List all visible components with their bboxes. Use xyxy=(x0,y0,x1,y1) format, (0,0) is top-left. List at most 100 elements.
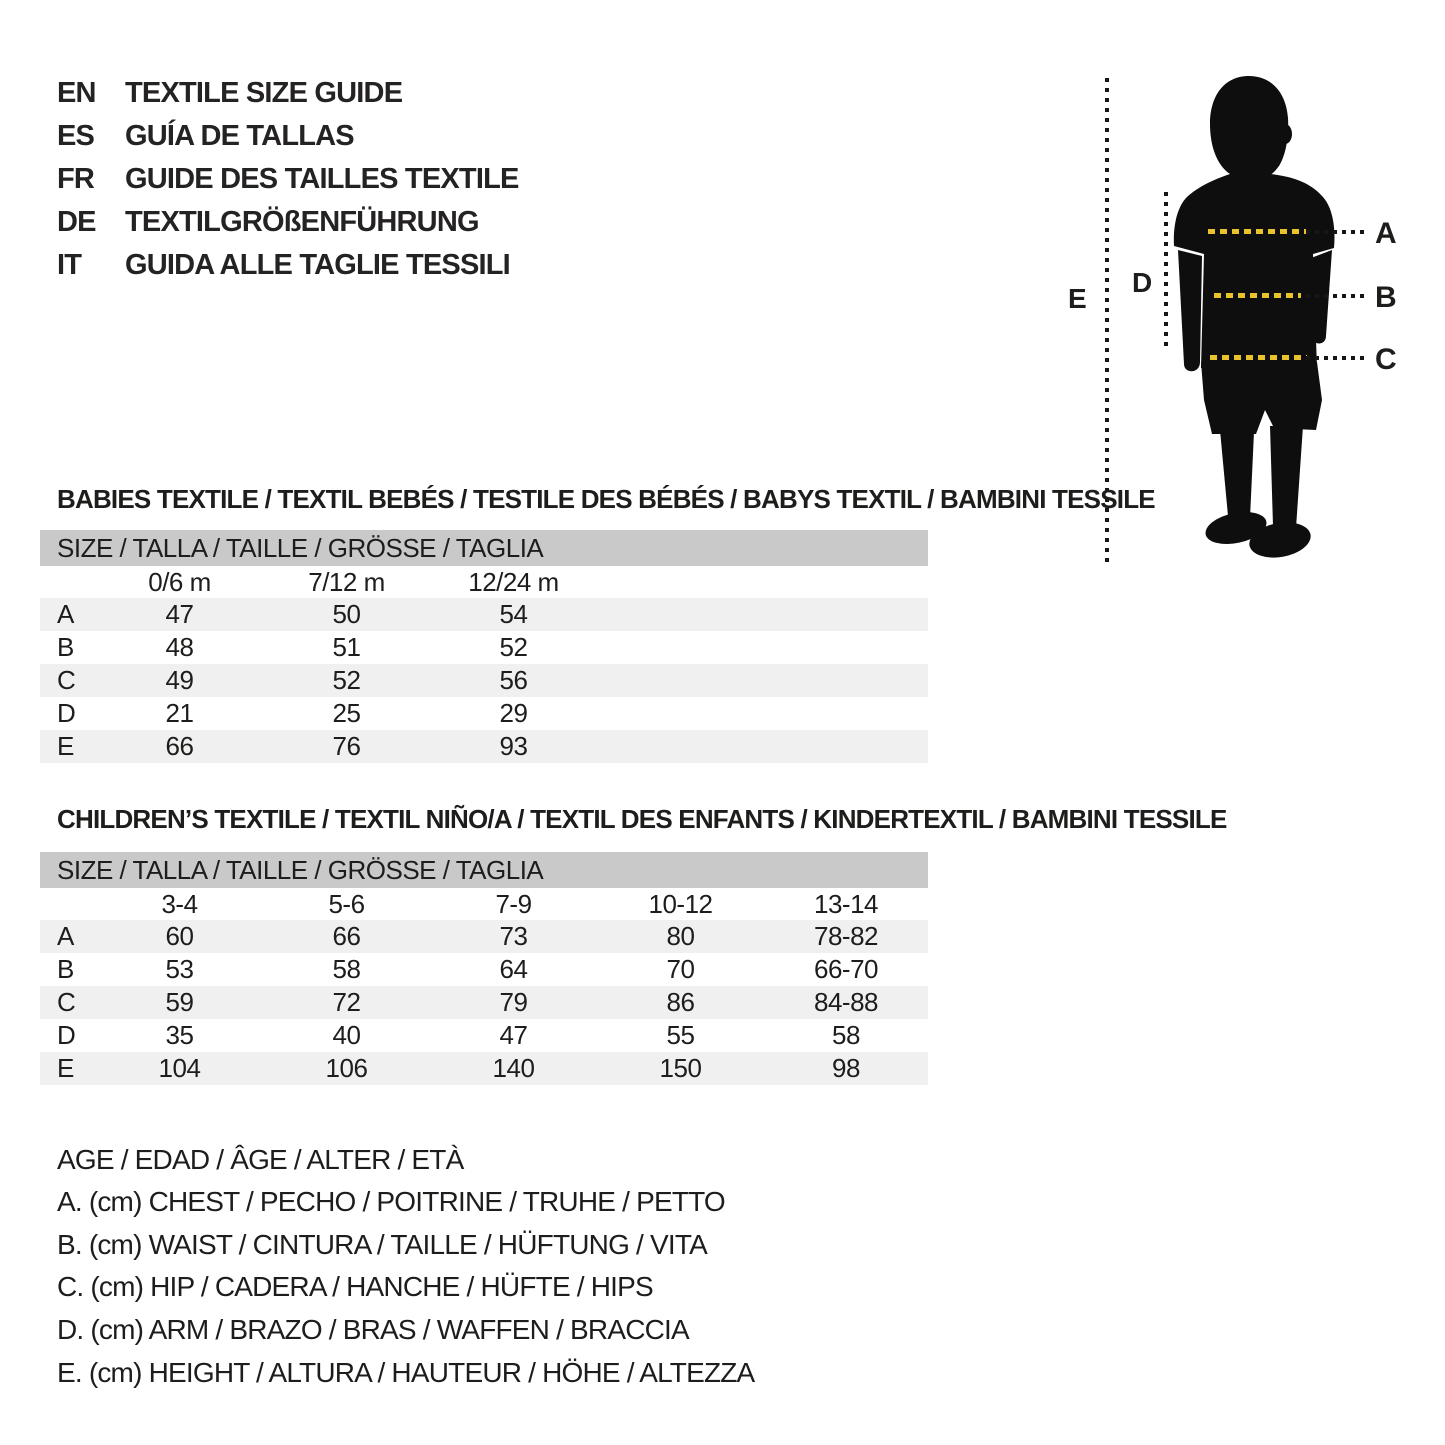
value-cell: 53 xyxy=(165,954,194,984)
value-cell: 78-82 xyxy=(764,920,928,953)
language-code-it: IT xyxy=(57,249,82,281)
table-row-d: D 21 25 29 xyxy=(40,697,928,730)
table-row-b: B 53 58 64 70 66-70 xyxy=(40,953,928,986)
children-size-header-bar: SIZE / TALLA / TAILLE / GRÖSSE / TAGLIA xyxy=(40,852,928,888)
filler-cell xyxy=(597,566,928,598)
value-cell: 59 xyxy=(96,986,263,1019)
measure-label-e: E xyxy=(1068,283,1087,314)
table-row-b: B 48 51 52 xyxy=(40,631,928,664)
filler-cell xyxy=(597,598,928,631)
language-row-it: IT GUIDA ALLE TAGLIE TESSILI xyxy=(57,248,511,282)
value-cell: 51 xyxy=(332,632,361,662)
silhouette-left-leg xyxy=(1220,430,1254,518)
children-columns-row: 3-4 5-6 7-9 10-12 13-14 xyxy=(40,888,928,920)
column-header-cell: 10-12 xyxy=(597,888,764,920)
measure-label-a: A xyxy=(1375,217,1397,250)
silhouette-shirt xyxy=(1173,174,1335,368)
child-silhouette xyxy=(1173,76,1335,558)
silhouette-right-shoe xyxy=(1249,522,1311,558)
hip-connector-dots-c xyxy=(1306,356,1366,360)
row-label-cell: B xyxy=(57,954,74,984)
corner-cell xyxy=(40,888,96,920)
language-row-es: ES GUÍA DE TALLAS xyxy=(57,119,355,153)
value-cell: 47 xyxy=(96,598,263,631)
value-cell: 52 xyxy=(499,632,528,662)
height-dotted-line-e xyxy=(1105,78,1109,565)
column-header-cell: 13-14 xyxy=(764,888,928,920)
children-size-table: 3-4 5-6 7-9 10-12 13-14 A 60 66 73 80 78… xyxy=(40,888,928,1085)
measure-label-d: D xyxy=(1132,267,1153,298)
chest-dash-line-a xyxy=(1208,229,1306,234)
value-cell: 49 xyxy=(96,664,263,697)
column-header-cell: 3-4 xyxy=(96,888,263,920)
waist-dash-line-b xyxy=(1214,293,1301,298)
value-cell: 70 xyxy=(666,954,695,984)
silhouette-shorts xyxy=(1201,362,1322,434)
filler-cell xyxy=(597,697,928,730)
silhouette-head xyxy=(1210,76,1289,182)
value-cell: 60 xyxy=(96,920,263,953)
hip-dash-line-c xyxy=(1210,355,1307,360)
silhouette-left-arm xyxy=(1178,250,1202,372)
row-label-cell: D xyxy=(57,1020,76,1050)
language-row-fr: FR GUIDE DES TAILLES TEXTILE xyxy=(57,162,519,196)
value-cell: 98 xyxy=(764,1052,928,1085)
value-cell: 106 xyxy=(263,1052,430,1085)
legend-line-arm: D. (cm) ARM / BRAZO / BRAS / WAFFEN / BR… xyxy=(57,1314,690,1345)
value-cell: 66 xyxy=(96,730,263,763)
babies-columns-row: 0/6 m 7/12 m 12/24 m xyxy=(40,566,928,598)
row-label-cell: D xyxy=(57,698,76,728)
value-cell: 50 xyxy=(263,598,430,631)
value-cell: 93 xyxy=(430,730,597,763)
value-cell: 48 xyxy=(165,632,194,662)
language-title-fr: GUIDE DES TAILLES TEXTILE xyxy=(125,163,519,195)
table-row-e: E 66 76 93 xyxy=(40,730,928,763)
legend-line-height: E. (cm) HEIGHT / ALTURA / HAUTEUR / HÖHE… xyxy=(57,1357,755,1388)
waist-connector-dots-b xyxy=(1306,294,1366,298)
silhouette-right-leg xyxy=(1270,426,1303,528)
babies-section-title: BABIES TEXTILE / TEXTIL BEBÉS / TESTILE … xyxy=(57,484,1156,514)
value-cell: 40 xyxy=(332,1020,361,1050)
column-header-cell: 0/6 m xyxy=(96,566,263,598)
language-code-es: ES xyxy=(57,120,95,152)
column-header-cell: 5-6 xyxy=(263,888,430,920)
row-label-cell: C xyxy=(40,986,96,1019)
filler-cell xyxy=(597,730,928,763)
table-row-a: A 60 66 73 80 78-82 xyxy=(40,920,928,953)
value-cell: 80 xyxy=(597,920,764,953)
value-cell: 52 xyxy=(263,664,430,697)
table-row-e: E 104 106 140 150 98 xyxy=(40,1052,928,1085)
legend-line-waist: B. (cm) WAIST / CINTURA / TAILLE / HÜFTU… xyxy=(57,1229,708,1260)
language-row-de: DE TEXTILGRÖßENFÜHRUNG xyxy=(57,205,480,239)
row-label-cell: E xyxy=(40,730,96,763)
corner-cell xyxy=(40,566,96,598)
value-cell: 47 xyxy=(499,1020,528,1050)
language-code-en: EN xyxy=(57,77,96,109)
row-label-cell: A xyxy=(40,920,96,953)
arm-dotted-line-d xyxy=(1164,192,1168,346)
silhouette-left-shoe xyxy=(1205,511,1267,545)
language-code-fr: FR xyxy=(57,163,95,195)
measure-label-b: B xyxy=(1375,281,1397,314)
table-row-c: C 59 72 79 86 84-88 xyxy=(40,986,928,1019)
language-code-de: DE xyxy=(57,206,96,238)
legend-line-hip: C. (cm) HIP / CADERA / HANCHE / HÜFTE / … xyxy=(57,1271,654,1302)
row-label-cell: E xyxy=(40,1052,96,1085)
babies-size-header-bar: SIZE / TALLA / TAILLE / GRÖSSE / TAGLIA xyxy=(40,530,928,566)
value-cell: 56 xyxy=(430,664,597,697)
value-cell: 21 xyxy=(165,698,194,728)
value-cell: 35 xyxy=(165,1020,194,1050)
table-row-c: C 49 52 56 xyxy=(40,664,928,697)
value-cell: 25 xyxy=(332,698,361,728)
value-cell: 66-70 xyxy=(814,954,879,984)
value-cell: 66 xyxy=(263,920,430,953)
column-header-cell: 7/12 m xyxy=(263,566,430,598)
value-cell: 58 xyxy=(832,1020,860,1050)
row-label-cell: B xyxy=(57,632,74,662)
babies-size-table: 0/6 m 7/12 m 12/24 m A 47 50 54 B 48 51 … xyxy=(40,566,928,763)
value-cell: 58 xyxy=(332,954,361,984)
column-header-cell: 7-9 xyxy=(430,888,597,920)
children-section-title: CHILDREN’S TEXTILE / TEXTIL NIÑO/A / TEX… xyxy=(57,804,1227,834)
filler-cell xyxy=(597,631,928,664)
